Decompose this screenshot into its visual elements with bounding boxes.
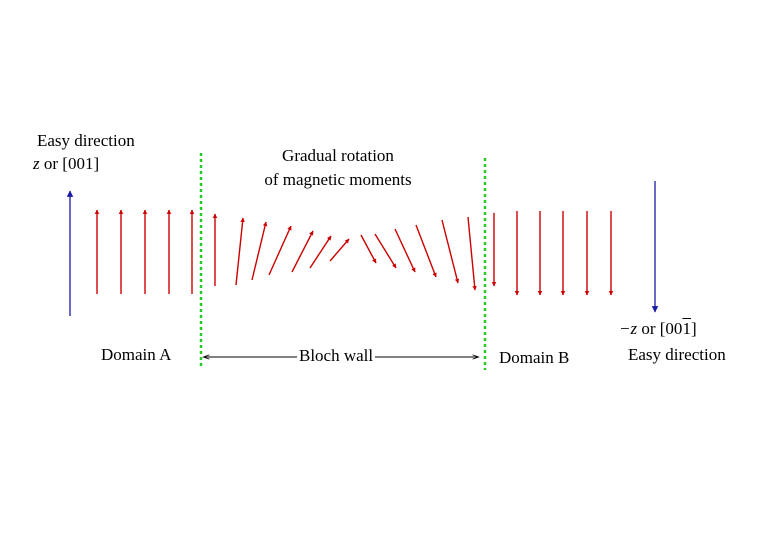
z-axis-symbol: z: [33, 154, 40, 173]
moment-arrow: [360, 234, 377, 264]
moment-arrow: [329, 238, 350, 262]
moment-arrow: [235, 217, 245, 286]
miller-bar-digit: 1: [682, 319, 691, 338]
miller-prefix: [00: [659, 319, 683, 338]
moment-arrow: [394, 228, 416, 273]
moment-arrow: [467, 216, 477, 291]
domain-a-moments: [94, 209, 195, 294]
left-easy-direction-label: Easy direction: [37, 131, 135, 150]
bloch-wall-label: Bloch wall: [297, 346, 376, 366]
moment-arrow: [415, 224, 437, 278]
wall-caption-line1: Gradual rotation: [282, 146, 394, 165]
wall-moments: [212, 213, 477, 291]
moment-arrow: [374, 233, 397, 269]
axis-connector: or: [637, 319, 660, 338]
moment-arrow: [268, 225, 292, 276]
domain-b-label: Domain B: [499, 348, 570, 367]
miller-suffix: ]: [690, 319, 697, 338]
wall-caption-line2: of magnetic moments: [264, 170, 412, 189]
left-axis-label: z or [001]: [33, 154, 99, 174]
right-axis-label: −z or [001]: [619, 319, 697, 339]
moment-arrow: [309, 235, 332, 269]
domain-a-label: Domain A: [101, 345, 172, 364]
miller-index: [001]: [62, 154, 100, 173]
moment-arrow: [251, 221, 268, 281]
right-easy-direction-label: Easy direction: [628, 345, 726, 364]
moment-arrow: [441, 219, 460, 284]
axis-connector: or: [39, 154, 63, 173]
moment-arrow: [291, 230, 314, 273]
minus-z-axis-symbol: −z: [619, 319, 638, 338]
domain-b-moments: [491, 211, 614, 296]
